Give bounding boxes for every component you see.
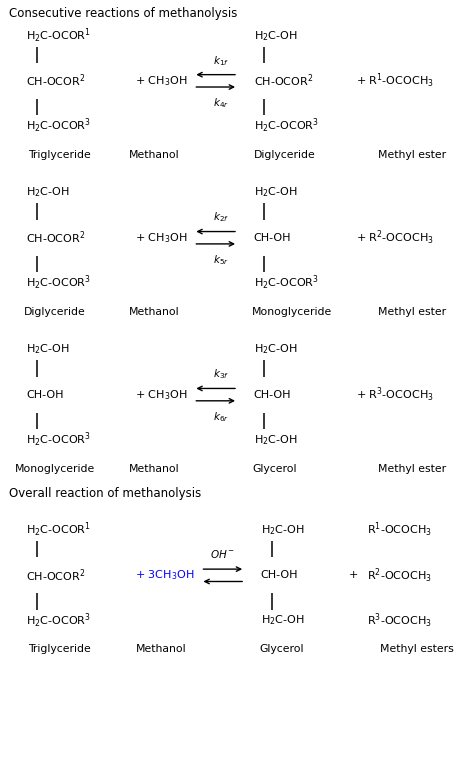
Text: CH-OH: CH-OH [254, 232, 291, 243]
Text: + CH$_3$OH: + CH$_3$OH [135, 231, 188, 245]
Text: + CH$_3$OH: + CH$_3$OH [135, 74, 188, 88]
Text: H$_2$C-OH: H$_2$C-OH [254, 186, 297, 199]
Text: $k_{5r}$: $k_{5r}$ [213, 253, 229, 267]
Text: $k_{2f}$: $k_{2f}$ [213, 211, 229, 225]
Text: H$_2$C-OH: H$_2$C-OH [261, 614, 304, 628]
Text: H$_2$C-OCOR$^3$: H$_2$C-OCOR$^3$ [26, 274, 91, 292]
Text: Methanol: Methanol [136, 644, 186, 654]
Text: H$_2$C-OH: H$_2$C-OH [261, 523, 304, 537]
Text: + R$^2$-OCOCH$_3$: + R$^2$-OCOCH$_3$ [356, 229, 433, 247]
Text: H$_2$C-OCOR$^3$: H$_2$C-OCOR$^3$ [254, 274, 319, 292]
Text: H$_2$C-OCOR$^3$: H$_2$C-OCOR$^3$ [26, 117, 91, 135]
Text: $k_{1f}$: $k_{1f}$ [213, 53, 229, 67]
Text: H$_2$C-OH: H$_2$C-OH [254, 29, 297, 43]
Text: Methyl esters: Methyl esters [380, 644, 454, 654]
Text: Methyl ester: Methyl ester [378, 463, 447, 474]
Text: CH-OH: CH-OH [26, 390, 64, 400]
Text: Glycerol: Glycerol [260, 644, 304, 654]
Text: Monoglyceride: Monoglyceride [251, 307, 332, 317]
Text: + CH$_3$OH: + CH$_3$OH [135, 388, 188, 401]
Text: H$_2$C-OH: H$_2$C-OH [26, 186, 70, 199]
Text: Methyl ester: Methyl ester [378, 307, 447, 317]
Text: OH$^-$: OH$^-$ [210, 548, 235, 560]
Text: + 3CH$_3$OH: + 3CH$_3$OH [135, 568, 195, 582]
Text: CH-OH: CH-OH [261, 570, 298, 580]
Text: Methanol: Methanol [129, 307, 179, 317]
Text: Monoglyceride: Monoglyceride [14, 463, 95, 474]
Text: Triglyceride: Triglyceride [28, 644, 91, 654]
Text: H$_2$C-OCOR$^1$: H$_2$C-OCOR$^1$ [26, 26, 91, 45]
Text: $k_{3f}$: $k_{3f}$ [213, 367, 229, 381]
Text: + R$^3$-OCOCH$_3$: + R$^3$-OCOCH$_3$ [356, 385, 433, 404]
Text: CH-OCOR$^2$: CH-OCOR$^2$ [26, 73, 85, 89]
Text: H$_2$C-OH: H$_2$C-OH [26, 343, 70, 356]
Text: H$_2$C-OCOR$^3$: H$_2$C-OCOR$^3$ [26, 611, 91, 629]
Text: CH-OCOR$^2$: CH-OCOR$^2$ [26, 229, 85, 246]
Text: CH-OCOR$^2$: CH-OCOR$^2$ [26, 567, 85, 584]
Text: CH-OCOR$^2$: CH-OCOR$^2$ [254, 73, 313, 89]
Text: H$_2$C-OCOR$^3$: H$_2$C-OCOR$^3$ [26, 431, 91, 449]
Text: + R$^1$-OCOCH$_3$: + R$^1$-OCOCH$_3$ [356, 71, 433, 90]
Text: R$^3$-OCOCH$_3$: R$^3$-OCOCH$_3$ [367, 611, 432, 629]
Text: H$_2$C-OCOR$^3$: H$_2$C-OCOR$^3$ [254, 117, 319, 135]
Text: H$_2$C-OH: H$_2$C-OH [254, 433, 297, 446]
Text: H$_2$C-OH: H$_2$C-OH [254, 343, 297, 356]
Text: R$^2$-OCOCH$_3$: R$^2$-OCOCH$_3$ [367, 566, 432, 584]
Text: Methyl ester: Methyl ester [378, 150, 447, 160]
Text: Methanol: Methanol [129, 150, 179, 160]
Text: +: + [348, 570, 358, 580]
Text: Diglyceride: Diglyceride [254, 150, 315, 160]
Text: Diglyceride: Diglyceride [24, 307, 85, 317]
Text: CH-OH: CH-OH [254, 390, 291, 400]
Text: $k_{4r}$: $k_{4r}$ [213, 96, 229, 110]
Text: R$^1$-OCOCH$_3$: R$^1$-OCOCH$_3$ [367, 521, 432, 539]
Text: Consecutive reactions of methanolysis: Consecutive reactions of methanolysis [9, 7, 238, 20]
Text: Triglyceride: Triglyceride [28, 150, 91, 160]
Text: Methanol: Methanol [129, 463, 179, 474]
Text: Glycerol: Glycerol [253, 463, 297, 474]
Text: $k_{6r}$: $k_{6r}$ [213, 410, 229, 424]
Text: Overall reaction of methanolysis: Overall reaction of methanolysis [9, 487, 202, 501]
Text: H$_2$C-OCOR$^1$: H$_2$C-OCOR$^1$ [26, 521, 91, 539]
